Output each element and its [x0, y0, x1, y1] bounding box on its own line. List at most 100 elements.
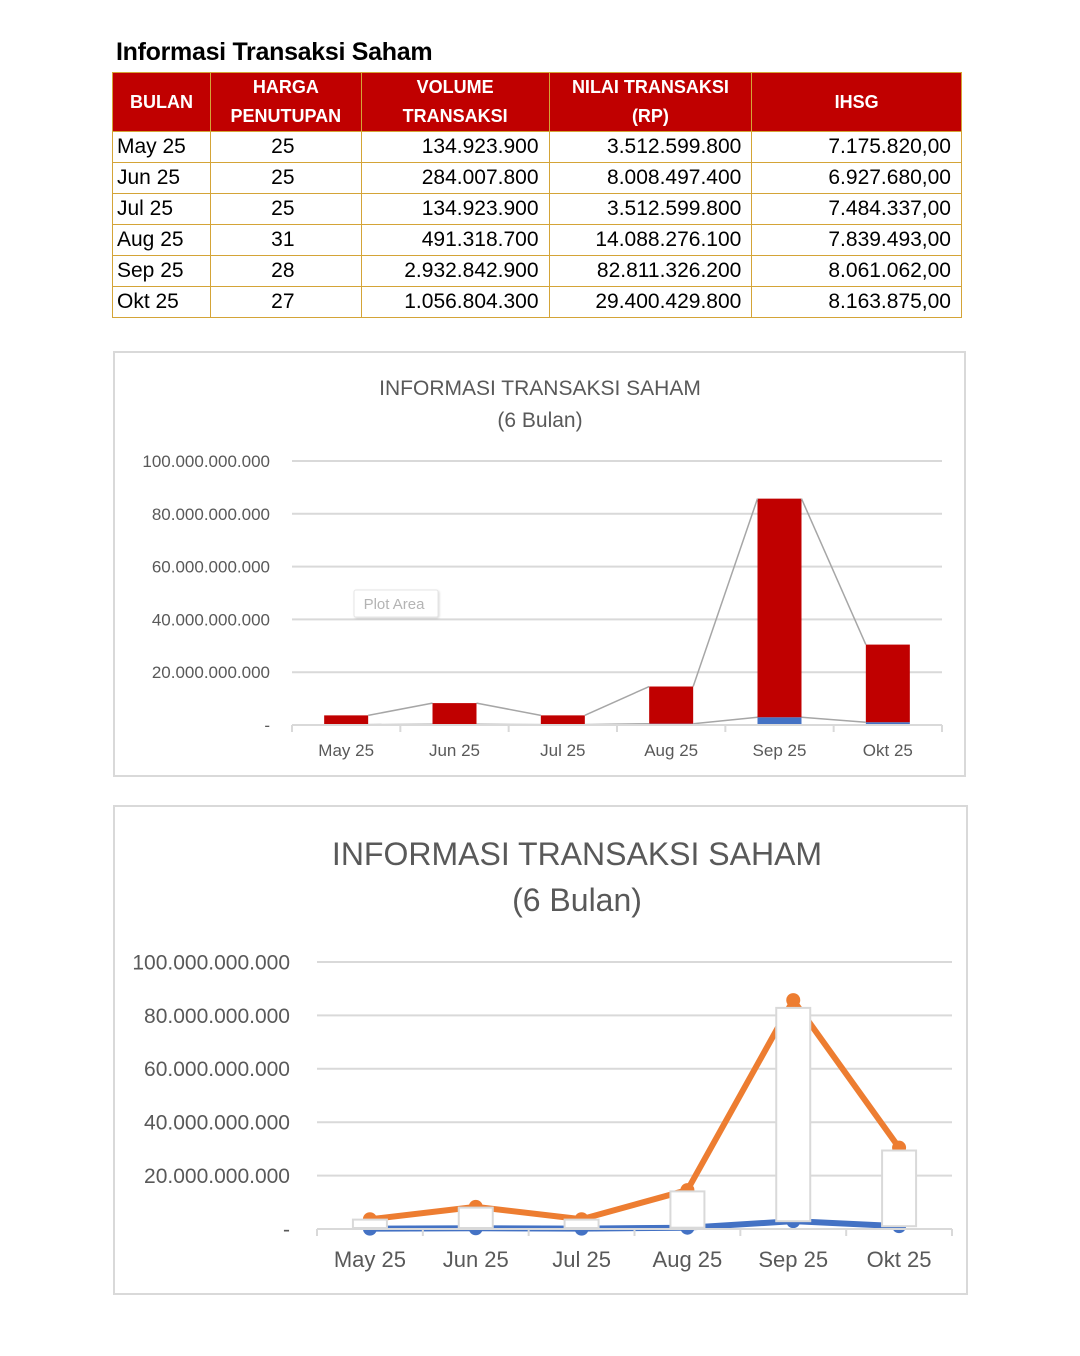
y-tick-label: 40.000.000.000: [144, 1112, 290, 1135]
x-tick-label: Aug 25: [644, 741, 698, 760]
header-label: BULAN: [129, 91, 193, 112]
y-tick-label: -: [264, 716, 270, 735]
cell-harga: 25: [209, 131, 362, 163]
cell-volume: 134.923.900: [360, 131, 550, 163]
bar-volume[interactable]: [757, 717, 802, 725]
x-tick-label: Jun 25: [443, 1247, 509, 1272]
table-row: Aug 25 31 491.318.700 14.088.276.100 7.8…: [112, 224, 962, 256]
chart1-series-lines: [368, 498, 867, 726]
table-row: Sep 25 28 2.932.842.900 82.811.326.200 8…: [112, 255, 962, 287]
header-ihsg: IHSG: [751, 72, 962, 132]
cell-nilai: 29.400.429.800: [548, 286, 753, 318]
y-tick-label: 60.000.000.000: [144, 1058, 290, 1081]
bar-nilai[interactable]: [540, 715, 585, 725]
up-down-bar[interactable]: [351, 1218, 388, 1230]
chart2-lines[interactable]: [362, 993, 907, 1236]
series-line: [800, 498, 867, 645]
cell-volume: 134.923.900: [360, 193, 550, 225]
cell-harga: 28: [209, 255, 362, 287]
series-line: [692, 498, 759, 687]
table-row: Okt 25 27 1.056.804.300 29.400.429.800 8…: [112, 286, 962, 318]
up-down-bar[interactable]: [775, 1006, 812, 1223]
cell-volume: 2.932.842.900: [360, 255, 550, 287]
series-line: [801, 716, 866, 723]
up-down-bar[interactable]: [563, 1218, 600, 1230]
y-tick-label: 40.000.000.000: [152, 610, 270, 629]
chart2-y-axis: - 20.000.000.000 40.000.000.000 60.000.000.…: [132, 951, 290, 1241]
chart1-subtitle: (6 Bulan): [497, 409, 582, 432]
header-nilai-transaksi: NILAI TRANSAKSI (RP): [548, 72, 753, 132]
series-line: [368, 702, 433, 717]
cell-ihsg: 7.175.820,00: [751, 131, 962, 163]
cell-ihsg: 7.839.493,00: [751, 224, 962, 256]
chart1-bars[interactable]: [324, 498, 910, 725]
bar-nilai[interactable]: [432, 703, 477, 725]
x-tick-label: May 25: [334, 1247, 406, 1272]
bar-volume[interactable]: [865, 722, 910, 725]
bar-nilai[interactable]: [757, 498, 802, 718]
x-tick-label: Jun 25: [429, 741, 480, 760]
plot-area-tooltip: Plot Area: [353, 589, 439, 618]
y-tick-label: 100.000.000.000: [132, 951, 290, 974]
cell-nilai: 82.811.326.200: [548, 255, 753, 287]
bar-nilai[interactable]: [324, 715, 369, 725]
transaction-table: BULAN HARGA PENUTUPAN VOLUME TRANSAKSI NIL…: [112, 72, 962, 318]
chart2-gridlines: [317, 961, 952, 1177]
up-down-bar[interactable]: [881, 1149, 918, 1228]
chart2-up-down-bars[interactable]: [351, 1006, 918, 1230]
cell-harga: 31: [209, 224, 362, 256]
x-tick-label: Okt 25: [863, 741, 913, 760]
up-down-bar[interactable]: [457, 1206, 494, 1229]
header-harga-penutupan: HARGA PENUTUPAN: [209, 72, 362, 132]
cell-nilai: 8.008.497.400: [548, 162, 753, 194]
y-tick-label: 80.000.000.000: [152, 505, 270, 524]
chart1-canvas: INFORMASI TRANSAKSI SAHAM (6 Bulan) - 20.…: [142, 377, 943, 760]
cell-volume: 284.007.800: [360, 162, 550, 194]
cell-harga: 27: [209, 286, 362, 318]
cell-ihsg: 7.484.337,00: [751, 193, 962, 225]
bar-nilai[interactable]: [865, 644, 910, 723]
line-chart-up-down-bars[interactable]: INFORMASI TRANSAKSI SAHAM (6 Bulan) - 20.…: [113, 805, 968, 1295]
chart2-title: INFORMASI TRANSAKSI SAHAM: [332, 836, 822, 872]
line-volume[interactable]: [369, 1218, 900, 1232]
y-tick-label: 100.000.000.000: [142, 452, 270, 471]
y-tick-label: 20.000.000.000: [144, 1165, 290, 1188]
header-label: (RP): [631, 106, 669, 126]
header-label: IHSG: [834, 91, 879, 112]
header-volume-transaksi: VOLUME TRANSAKSI: [360, 72, 550, 132]
table-row: May 25 25 134.923.900 3.512.599.800 7.17…: [112, 131, 962, 163]
chart1-y-axis: - 20.000.000.000 40.000.000.000 60.000.000.…: [142, 452, 270, 735]
cell-nilai: 3.512.599.800: [548, 193, 753, 225]
cell-harga: 25: [209, 193, 362, 225]
header-label: PENUTUPAN: [230, 106, 342, 126]
header-label: HARGA: [252, 77, 319, 97]
header-label: NILAI TRANSAKSI: [571, 77, 729, 97]
y-tick-label: 80.000.000.000: [144, 1005, 290, 1028]
cell-nilai: 14.088.276.100: [548, 224, 753, 256]
cell-bulan: Okt 25: [112, 286, 211, 318]
chart2-subtitle: (6 Bulan): [512, 882, 642, 918]
page-title: Informasi Transaksi Saham: [116, 38, 433, 66]
cell-volume: 1.056.804.300: [360, 286, 550, 318]
cell-ihsg: 8.061.062,00: [751, 255, 962, 287]
cell-nilai: 3.512.599.800: [548, 131, 753, 163]
bar-nilai[interactable]: [649, 686, 694, 724]
header-label: VOLUME: [416, 77, 494, 97]
up-down-bar[interactable]: [669, 1190, 706, 1229]
series-line: [476, 702, 541, 717]
marker-nilai[interactable]: [786, 993, 801, 1008]
tooltip-text: Plot Area: [364, 596, 426, 613]
line-nilai[interactable]: [369, 997, 902, 1223]
cell-bulan: Jul 25: [112, 193, 211, 225]
table-row: Jul 25 25 134.923.900 3.512.599.800 7.48…: [112, 193, 962, 225]
y-tick-label: 20.000.000.000: [152, 663, 270, 682]
y-tick-label: 60.000.000.000: [152, 558, 270, 577]
chart1-x-axis: May 25 Jun 25 Jul 25 Aug 25 Sep 25 Okt 25: [291, 724, 943, 760]
chart1-gridlines: [292, 460, 942, 674]
x-tick-label: May 25: [318, 741, 374, 760]
cell-volume: 491.318.700: [360, 224, 550, 256]
table-row: Jun 25 25 284.007.800 8.008.497.400 6.92…: [112, 162, 962, 194]
x-tick-label: Okt 25: [867, 1247, 932, 1272]
cell-ihsg: 8.163.875,00: [751, 286, 962, 318]
stacked-column-chart[interactable]: INFORMASI TRANSAKSI SAHAM (6 Bulan) - 20.…: [113, 351, 966, 777]
